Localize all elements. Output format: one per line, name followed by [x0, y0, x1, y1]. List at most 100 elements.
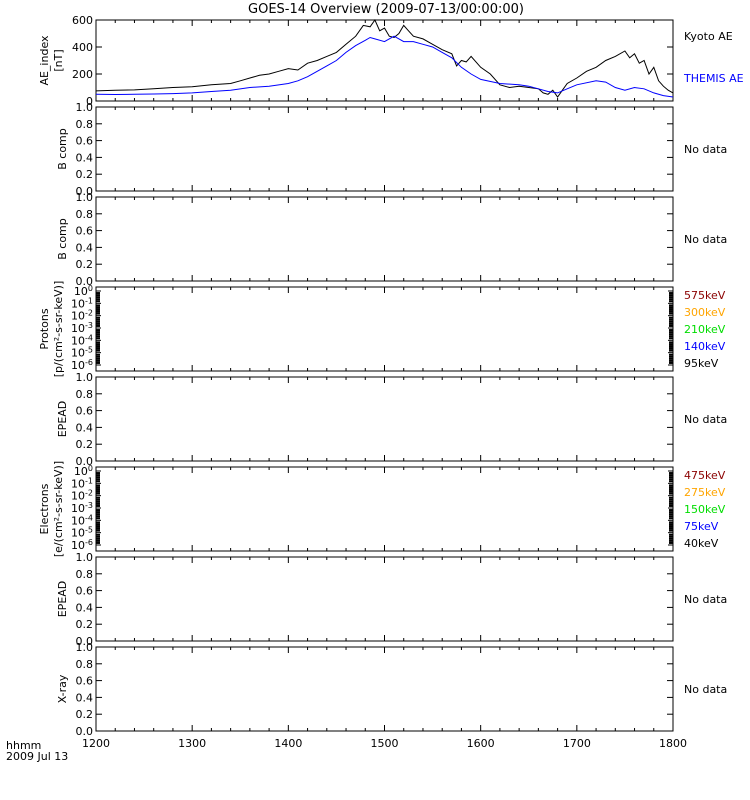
time-tick-label: 1500 [371, 737, 399, 750]
y-tick-label: 0.0 [76, 185, 94, 198]
panel-epead1: EPEAD 0.0 0.2 0.4 0.6 0.8 1.0 No data [56, 371, 727, 468]
y-tick-label: 0.6 [76, 135, 94, 148]
panel-frame [95, 466, 674, 552]
panel-protons: Protons [p/(cm²-s-sr-keV)] 10010-110-210-3… [38, 281, 726, 378]
tick-base: 10 [71, 477, 85, 490]
y-axis-units: [e/(cm²-s-sr-keV)] [52, 461, 65, 557]
panel-frame [95, 646, 674, 732]
legend-kyoto-ae: Kyoto AE [684, 30, 733, 43]
y-tick-label: 0.0 [76, 275, 94, 288]
y-tick-label: 10-4 [71, 333, 93, 347]
y-tick-label: 0.2 [76, 258, 94, 271]
tick-base: 10 [71, 334, 85, 347]
tick-base: 10 [71, 359, 85, 372]
legend-95keV: 95keV [684, 357, 719, 370]
panels: AE_index [nT] 0 200 400 600 Kyoto AE THEMIS AE B… [38, 14, 744, 738]
no-data-label: No data [684, 683, 727, 696]
y-tick-label: 10-6 [71, 358, 93, 372]
y-tick-label: 600 [72, 14, 93, 27]
y-tick-label: 10-5 [71, 346, 93, 360]
y-tick-label: 10-2 [71, 309, 93, 323]
panel-frame [95, 196, 674, 282]
no-data-label: No data [684, 413, 727, 426]
tick-exponent: -6 [85, 358, 93, 367]
legend-300keV: 300keV [684, 306, 726, 319]
y-tick-label: 0.6 [76, 225, 94, 238]
legend-475keV: 475keV [684, 469, 726, 482]
tick-exponent: -2 [85, 309, 93, 318]
y-tick-label: 0.4 [76, 241, 94, 254]
panel-frame [95, 106, 674, 192]
tick-base: 10 [71, 527, 85, 540]
time-axis-ticks: 1200 1300 1400 1500 1600 1700 1800 [82, 737, 687, 750]
y-tick-label: 10-4 [71, 513, 93, 527]
y-axis-label: Protons [38, 308, 51, 349]
y-tick-label: 0.2 [76, 618, 94, 631]
y-tick-label: 0.4 [76, 151, 94, 164]
legend-210keV: 210keV [684, 323, 726, 336]
legend-140keV: 140keV [684, 340, 726, 353]
y-tick-label: 0.4 [76, 421, 94, 434]
y-tick-label: 0.0 [76, 455, 94, 468]
figure-title: GOES-14 Overview (2009-07-13/00:00:00) [248, 2, 524, 17]
panel-frame [95, 556, 674, 642]
series-line-kyoto-ae [95, 18, 674, 98]
y-tick-label: 0.4 [76, 691, 94, 704]
tick-exponent: -3 [85, 501, 93, 510]
y-tick-label: 0.8 [76, 118, 94, 131]
series-line-themis-ae [95, 35, 674, 98]
y-tick-label: 400 [72, 41, 93, 54]
tick-exponent: -3 [85, 321, 93, 330]
y-tick-label: 1.0 [76, 101, 94, 114]
tick-exponent: -1 [85, 476, 93, 485]
tick-exponent: -5 [85, 346, 93, 355]
tick-exponent: -4 [85, 333, 93, 342]
tick-base: 10 [71, 490, 85, 503]
y-tick-label: 0.6 [76, 585, 94, 598]
y-tick-label: 1.0 [76, 551, 94, 564]
tick-base: 10 [74, 285, 88, 298]
y-tick-label: 1.0 [76, 371, 94, 384]
tick-base: 10 [71, 347, 85, 360]
y-tick-label: 0.8 [76, 658, 94, 671]
y-tick-label: 10-1 [71, 296, 93, 310]
y-axis-label: EPEAD [56, 401, 69, 438]
legend-75keV: 75keV [684, 520, 719, 533]
panel-frame [95, 286, 674, 372]
time-tick-label: 1400 [274, 737, 302, 750]
panel-electrons: Electrons [e/(cm²-s-sr-keV)] 10010-110-210… [38, 461, 726, 557]
panel-frame [95, 376, 674, 462]
y-tick-label: 0.8 [76, 208, 94, 221]
no-data-label: No data [684, 143, 727, 156]
tick-base: 10 [71, 539, 85, 552]
y-tick-label: 10-6 [71, 538, 93, 552]
y-tick-label: 100 [74, 464, 93, 478]
y-tick-label: 0 [86, 95, 93, 108]
y-tick-label: 0.8 [76, 568, 94, 581]
time-tick-label: 1700 [563, 737, 591, 750]
tick-exponent: 0 [88, 284, 93, 293]
tick-exponent: -4 [85, 513, 93, 522]
legend-40keV: 40keV [684, 537, 719, 550]
tick-base: 10 [71, 297, 85, 310]
y-tick-label: 10-3 [71, 501, 93, 515]
y-axis-label: EPEAD [56, 581, 69, 618]
time-tick-label: 1800 [659, 737, 687, 750]
no-data-label: No data [684, 233, 727, 246]
legend-575keV: 575keV [684, 289, 726, 302]
y-tick-label: 100 [74, 284, 93, 298]
y-tick-label: 200 [72, 68, 93, 81]
y-tick-label: 0.0 [76, 635, 94, 648]
y-tick-label: 0.2 [76, 438, 94, 451]
y-tick-label: 0.0 [76, 725, 94, 738]
y-tick-label: 10-3 [71, 321, 93, 335]
tick-exponent: -2 [85, 489, 93, 498]
y-axis-label: B comp [56, 128, 69, 170]
y-axis-label: AE_index [38, 35, 51, 86]
y-tick-label: 1.0 [76, 641, 94, 654]
tick-base: 10 [74, 465, 88, 478]
panel-b1: B comp 0.0 0.2 0.4 0.6 0.8 1.0 No data [56, 101, 727, 198]
y-tick-label: 0.6 [76, 675, 94, 688]
tick-exponent: 0 [88, 464, 93, 473]
